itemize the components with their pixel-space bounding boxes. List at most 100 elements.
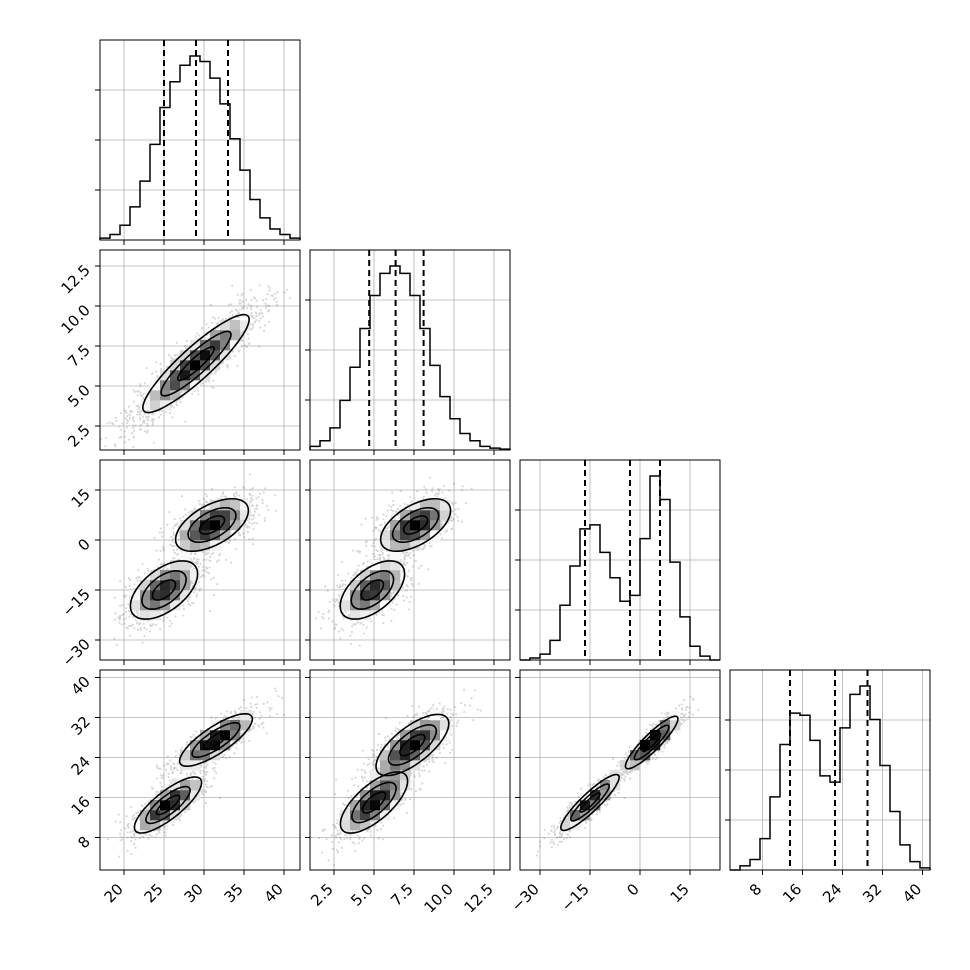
density-bin (400, 530, 411, 541)
contour-lines (141, 313, 251, 414)
density-bin (580, 800, 591, 811)
histogram-step-line (99, 55, 301, 240)
contour-ellipse (633, 724, 670, 761)
density-bin (150, 590, 161, 601)
density-bin (150, 580, 161, 591)
contour-ellipse (151, 579, 177, 601)
x-tick-label: 25 (141, 880, 167, 906)
contour-ellipse (145, 785, 191, 825)
y-tick-label: 0 (74, 535, 93, 554)
density-bin (380, 780, 391, 791)
density-bin (410, 530, 421, 541)
x-tick-label: 40 (899, 880, 925, 906)
contour-ellipse (155, 794, 181, 816)
density-bin (180, 520, 191, 531)
density-bin (390, 570, 401, 581)
density-bin (160, 580, 171, 591)
x-tick-label: 20 (101, 880, 127, 906)
panel-frame (309, 459, 511, 661)
density-bin (240, 710, 251, 721)
density-bin (570, 810, 581, 821)
density-bin (190, 370, 201, 381)
contour-ellipse (361, 791, 387, 814)
density-bin (440, 510, 451, 521)
density-bin (140, 580, 151, 591)
contour-ellipse (339, 771, 409, 834)
density-bin (410, 500, 421, 511)
density-bin (170, 600, 181, 611)
contour-lines (339, 498, 452, 620)
density-bin (240, 500, 251, 511)
density-bin (410, 720, 421, 731)
scatter-points-path (113, 473, 277, 646)
density-bin (430, 510, 441, 521)
density-bin (370, 800, 381, 811)
density-bin (170, 390, 181, 401)
contour-ellipse (176, 346, 216, 382)
density-bin (420, 730, 431, 741)
density-bin (180, 560, 191, 571)
density-bin (160, 370, 171, 381)
density-bin (170, 380, 181, 391)
x-tick-label: −15 (558, 880, 593, 915)
density-bin (240, 320, 251, 331)
density-bin (560, 820, 571, 831)
density-bin (390, 560, 401, 571)
x-tick-label: 15 (667, 880, 693, 906)
density-bin (420, 510, 431, 521)
density-bin (380, 590, 391, 601)
contour-ellipse (351, 781, 397, 824)
panel-plot-area (113, 473, 277, 646)
density-bin (230, 320, 241, 331)
density-bin (340, 820, 351, 831)
x-tick-label: −30 (508, 880, 543, 915)
contour-ellipse (350, 570, 395, 610)
density-bin (210, 360, 221, 371)
density-bin (140, 820, 151, 831)
density-bin (400, 510, 411, 521)
x-tick-label: 10.0 (420, 880, 456, 916)
density-panel-2-1: 2.5 5.0 7.5 10.0 12.5 (57, 249, 301, 455)
x-tick-label: 30 (181, 880, 207, 906)
density-bin (220, 320, 231, 331)
density-bin (190, 340, 201, 351)
density-bin (210, 510, 221, 521)
contour-ellipse (579, 792, 601, 813)
density-bin (390, 750, 401, 761)
contour-ellipse (387, 724, 438, 766)
density-bin (180, 780, 191, 791)
density-bin (370, 770, 381, 781)
density-bin (200, 350, 211, 361)
y-tick-label: 8 (74, 833, 93, 852)
density-bin (410, 740, 421, 751)
density-bin (390, 540, 401, 551)
density-bin (360, 590, 371, 601)
density-bin (420, 750, 431, 761)
contour-ellipse (133, 776, 203, 834)
contour-ellipse (624, 715, 679, 770)
density-bin (160, 590, 171, 601)
density-bin (350, 600, 361, 611)
x-tick-label: 5.0 (347, 880, 377, 910)
contour-ellipse (399, 733, 426, 757)
density-bin (230, 500, 241, 511)
panel-plot-area (100, 284, 292, 448)
density-bin (210, 750, 221, 761)
density-bin (130, 590, 141, 601)
density-bin (190, 540, 201, 551)
density-bin (410, 510, 421, 521)
x-tick-label: 2.5 (307, 880, 337, 910)
density-bin (170, 560, 181, 571)
density-bin (210, 520, 221, 531)
density-bin (180, 370, 191, 381)
density-bin (340, 600, 351, 611)
x-tick-label: 24 (819, 880, 845, 906)
density-bin (610, 780, 621, 791)
panel-frame (519, 669, 721, 871)
density-bin (190, 780, 201, 791)
y-tick-label: −15 (59, 585, 94, 620)
density-bin (400, 780, 411, 791)
contour-ellipse (174, 498, 250, 552)
